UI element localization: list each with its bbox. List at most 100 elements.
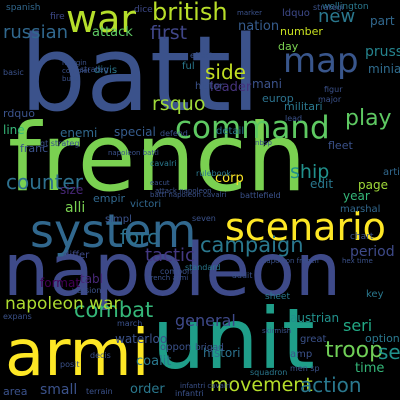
cloud-word: cavalri <box>150 159 177 168</box>
cloud-word: expans <box>3 312 32 321</box>
cloud-word: hex time <box>342 257 373 265</box>
cloud-word: march <box>117 319 143 328</box>
cloud-word: infantri cavalri <box>180 382 231 390</box>
cloud-word: ful <box>182 61 195 72</box>
cloud-word: leader <box>210 80 252 95</box>
cloud-word: napoleon french <box>262 257 319 265</box>
cloud-word: effect <box>190 51 213 60</box>
cloud-word: miniatur <box>368 62 400 76</box>
cloud-word: figur <box>324 85 343 94</box>
cloud-word: waterloo <box>115 332 168 346</box>
cloud-word: terrain <box>86 387 113 396</box>
cloud-word: franc <box>20 142 49 155</box>
cloud-word: detail <box>216 126 245 137</box>
cloud-word: special <box>114 125 156 139</box>
cloud-word: europ <box>262 92 294 105</box>
cloud-word: marshal <box>340 204 381 215</box>
cloud-word: nbsp <box>255 139 272 147</box>
cloud-word: scenario <box>225 205 386 249</box>
cloud-word: strategi <box>313 3 344 12</box>
cloud-word: fleet <box>328 139 353 152</box>
cloud-word: infantri <box>175 389 204 398</box>
cloud-word: eacut <box>150 179 170 187</box>
cloud-word: armi <box>5 317 150 391</box>
cloud-word: war <box>66 0 136 41</box>
cloud-word: corp <box>215 171 244 186</box>
cloud-word: key <box>366 289 384 300</box>
cloud-word: histori <box>203 346 241 360</box>
cloud-word: rulebook <box>196 169 232 178</box>
cloud-word: order <box>130 382 165 397</box>
cloud-word: counter <box>6 170 83 194</box>
cloud-word: battlefield <box>240 191 281 200</box>
cloud-word: number <box>280 25 323 38</box>
cloud-word: seri <box>343 316 373 335</box>
cloud-word: amp <box>290 349 313 360</box>
cloud-word: area <box>3 385 28 398</box>
cloud-word: french <box>8 104 307 213</box>
cloud-word: attack <box>92 25 133 40</box>
cloud-word: rsquo <box>152 93 206 115</box>
cloud-word: general <box>175 311 236 330</box>
cloud-word: oppon <box>160 342 192 353</box>
cloud-word: line <box>3 123 25 137</box>
cloud-word: napoleon battl <box>108 149 159 157</box>
cloud-word: fire <box>50 12 65 22</box>
cloud-word: men sp <box>290 364 320 373</box>
cloud-word: major <box>318 95 342 104</box>
cloud-word: compon <box>160 267 193 276</box>
cloud-word: year <box>343 189 370 203</box>
cloud-word: brigad <box>195 343 224 353</box>
cloud-word: squadron <box>250 368 288 377</box>
cloud-word: british <box>152 0 228 26</box>
cloud-word: skirmish <box>262 327 292 335</box>
cloud-word: basic <box>3 68 24 77</box>
cloud-word: combat <box>74 298 154 322</box>
cloud-word: play <box>345 106 392 131</box>
cloud-word: napoleon war <box>5 294 121 314</box>
cloud-word: ship <box>290 161 330 183</box>
cloud-word: seven <box>192 214 216 223</box>
cloud-word: time <box>355 361 385 376</box>
cloud-word: mani <box>252 77 282 91</box>
cloud-word: forc <box>120 225 159 249</box>
cloud-word: build <box>62 75 80 83</box>
cloud-word: battl <box>20 13 261 135</box>
cloud-word: addit <box>232 271 253 280</box>
cloud-word: alli <box>65 200 86 216</box>
cloud-word: decis <box>90 351 111 360</box>
cloud-word: battl napoleon cavalri <box>150 191 227 199</box>
cloud-word: action <box>300 373 362 397</box>
cloud-word: lead <box>285 114 303 123</box>
cloud-word: enemi <box>60 126 98 140</box>
cloud-word: page <box>358 178 388 192</box>
cloud-word: system <box>30 204 197 258</box>
cloud-word: differ <box>63 250 90 261</box>
cloud-word: austrian <box>290 311 340 325</box>
cloud-word: russian <box>3 22 69 43</box>
cloud-word: french armi <box>148 274 189 282</box>
cloud-word: version <box>72 286 102 295</box>
cloud-word: standard <box>185 263 221 272</box>
cloud-word: great <box>300 334 327 345</box>
cloud-word: nation <box>238 19 280 34</box>
cloud-word: strateg <box>80 65 109 74</box>
cloud-word: campaign <box>200 233 304 257</box>
cloud-word: chart <box>350 232 374 242</box>
cloud-word: unit <box>152 290 315 388</box>
cloud-word: spanish <box>6 3 41 13</box>
cloud-word: map <box>283 41 359 81</box>
cloud-word: ldquo <box>282 8 310 19</box>
cloud-word: day <box>278 40 299 53</box>
cloud-word: defend <box>160 129 188 138</box>
cloud-word: simpl <box>105 214 132 225</box>
cloud-word: tactic <box>145 245 195 266</box>
cloud-word: period <box>350 244 395 260</box>
cloud-word: edit <box>310 177 334 191</box>
cloud-word: part <box>370 14 395 28</box>
cloud-word: rdquo <box>3 107 35 120</box>
cloud-word: empir <box>93 192 126 205</box>
cloud-word: coalit <box>136 354 172 369</box>
cloud-word: marker <box>237 9 262 17</box>
cloud-word: gt strateg <box>40 139 80 148</box>
